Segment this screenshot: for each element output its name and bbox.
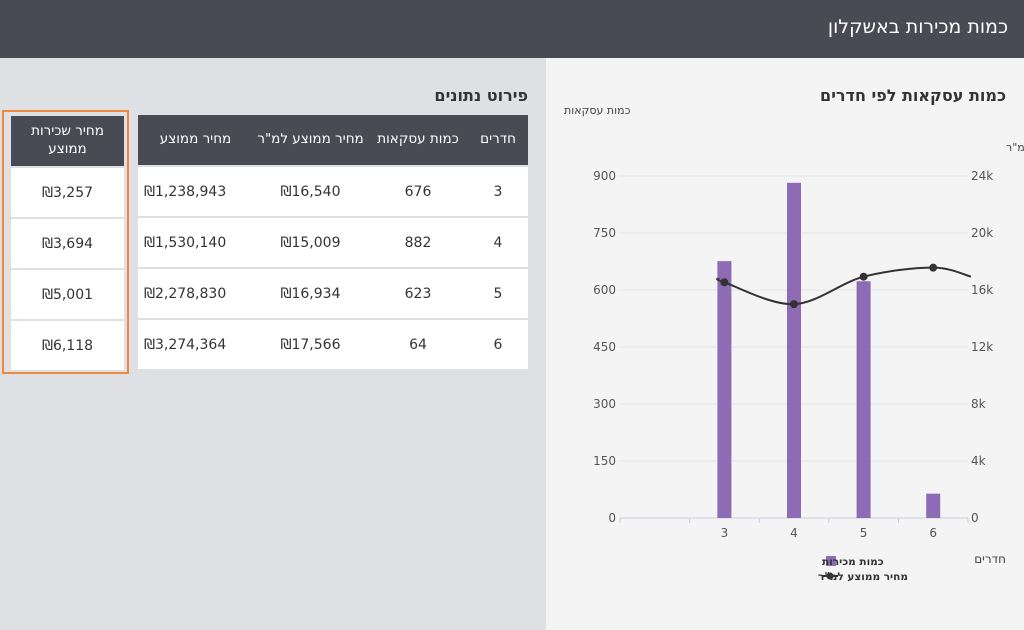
y-tick-right-label: 4k [971,454,986,468]
header-avg-price: מחיר ממוצע [159,131,232,148]
header-sqm-price: מחיר ממוצע למ"ר [257,131,364,148]
legend-bar-label: כמות מכירות [822,556,884,568]
cell-rooms: 5 [493,285,503,302]
chart-panel: כמות עסקאות לפי חדרים כמות עסקאות מחיר ממ… [546,58,1024,630]
page-title: כמות מכירות באשקלון [827,16,1008,38]
cell-sqm-price: ₪16,540 [280,183,341,200]
cell-avg-price: ₪2,278,830 [144,285,227,302]
y-tick-right-label: 20k [971,226,993,240]
cell-rooms: 4 [493,234,503,251]
y-tick-left-label: 900 [593,169,616,183]
y-tick-right-label: 24k [971,169,993,183]
y-tick-left-label: 0 [608,511,616,525]
cell-rooms: 3 [493,183,503,200]
rent-row: ₪3,257 [11,168,124,217]
y-tick-left-label: 150 [593,454,616,468]
cell-sqm-price: ₪15,009 [280,234,341,251]
rent-row: ₪5,001 [11,270,124,319]
header-rooms: חדרים [480,131,516,148]
table-row: 3 676 ₪16,540 ₪1,238,943 [138,167,528,216]
bar [926,493,941,518]
cell-sqm-price: ₪16,934 [280,285,341,302]
cell-count: 64 [409,336,427,353]
cell-sqm-price: ₪17,566 [280,336,341,353]
header-count: כמות עסקאות [377,131,459,148]
line-series-path [716,266,972,306]
rent-table-header: מחיר שכירות ממוצע [11,116,124,166]
bar [787,182,801,518]
header-rent-price: מחיר שכירות ממוצע [31,123,104,157]
cell-avg-price: ₪1,238,943 [144,183,227,200]
y-tick-right-label: 8k [971,397,986,411]
table-row: 5 623 ₪16,934 ₪2,278,830 [138,269,528,318]
rent-highlight-box: מחיר שכירות ממוצע ₪3,257 ₪3,694 ₪5,001 ₪… [2,110,129,374]
rent-row: ₪3,694 [11,219,124,268]
cell-rent-price: ₪6,118 [41,337,94,354]
table-row: 4 882 ₪15,009 ₪1,530,140 [138,218,528,267]
cell-count: 623 [404,285,432,302]
cell-count: 882 [404,234,432,251]
x-tick-label: 5 [860,526,868,540]
y-axis-left-label: כמות עסקאות [564,104,631,117]
bar [856,281,871,518]
table-row: 6 64 ₪17,566 ₪3,274,364 [138,320,528,369]
legend-bar-swatch [826,556,836,566]
y-tick-left-label: 750 [593,226,616,240]
cell-avg-price: ₪3,274,364 [144,336,227,353]
y-axis-right-label: מחיר ממוצע למ"ר [1006,141,1024,154]
data-table: חדרים כמות עסקאות מחיר ממוצע למ"ר מחיר מ… [138,115,528,369]
y-tick-right-label: 12k [971,340,993,354]
cell-rent-price: ₪3,694 [41,235,94,252]
chart-title: כמות עסקאות לפי חדרים [820,86,1006,105]
cell-count: 676 [404,183,432,200]
cell-rooms: 6 [493,336,503,353]
table-title: פירוט נתונים [434,86,528,105]
cell-rent-price: ₪5,001 [41,286,94,303]
rent-row: ₪6,118 [11,321,124,370]
y-tick-left-label: 600 [593,283,616,297]
top-bar: כמות מכירות באשקלון [0,0,1024,58]
bar [717,261,732,518]
legend-line-label: מחיר ממוצע למ"ר [818,571,908,583]
y-tick-left-label: 450 [593,340,616,354]
cell-rent-price: ₪3,257 [41,184,94,201]
x-tick-label: 6 [929,526,937,540]
line-point [929,263,938,272]
line-point [720,278,729,287]
y-tick-right-label: 16k [971,283,993,297]
x-axis-label: חדרים [974,552,1006,566]
line-point [790,300,798,309]
table-header: חדרים כמות עסקאות מחיר ממוצע למ"ר מחיר מ… [138,115,528,165]
cell-avg-price: ₪1,530,140 [144,234,227,251]
legend-line-marker [826,572,834,580]
x-tick-label: 3 [721,526,729,540]
line-point [859,272,868,281]
y-tick-right-label: 0 [971,511,979,525]
rent-table: מחיר שכירות ממוצע ₪3,257 ₪3,694 ₪5,001 ₪… [11,116,124,370]
x-tick-label: 4 [790,526,798,540]
y-tick-left-label: 300 [593,397,616,411]
